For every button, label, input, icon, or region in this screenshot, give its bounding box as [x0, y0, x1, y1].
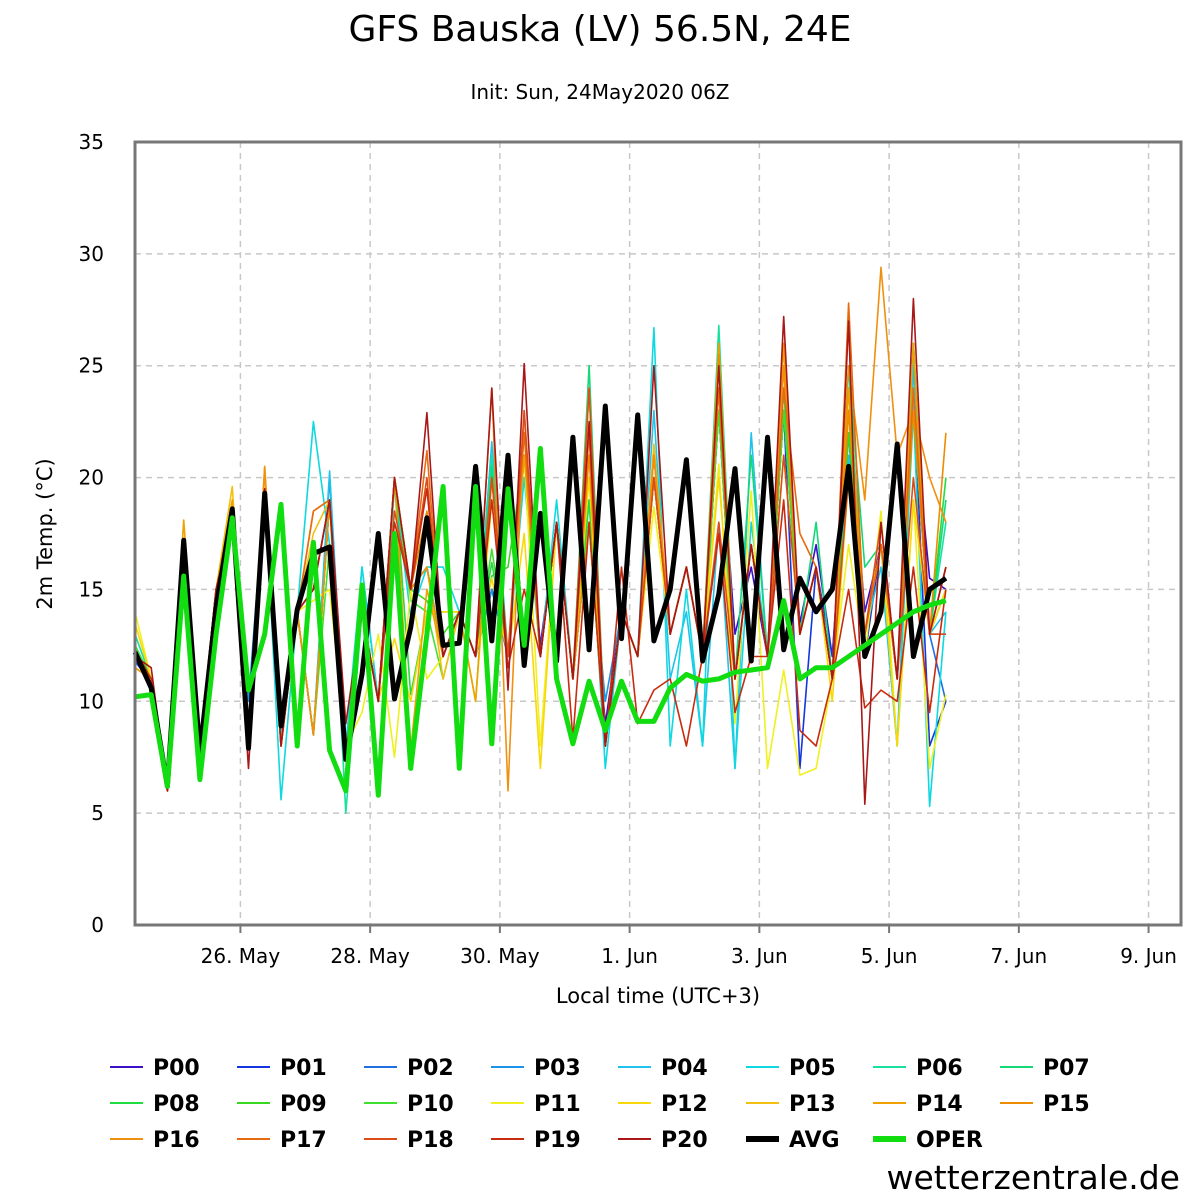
- series-line-p20: [134, 297, 947, 806]
- legend-label-p09: P09: [280, 1092, 327, 1117]
- legend-label-p17: P17: [280, 1128, 327, 1153]
- x-tick-label: 7. Jun: [990, 944, 1047, 968]
- y-tick-label: 20: [79, 466, 104, 490]
- y-tick-label: 30: [79, 242, 104, 266]
- legend-label-p00: P00: [153, 1056, 200, 1081]
- x-axis-ticks: 26. May 28. May 30. May 1. Jun 3. Jun 5. Jun 7…: [201, 925, 1177, 968]
- legend-label-p01: P01: [280, 1056, 327, 1081]
- legend-label-p05: P05: [789, 1056, 836, 1081]
- y-tick-label: 35: [79, 130, 104, 154]
- x-tick-label: 30. May: [460, 944, 540, 968]
- y-tick-label: 15: [79, 577, 104, 601]
- x-tick-label: 28. May: [330, 944, 410, 968]
- legend-label-p02: P02: [407, 1056, 454, 1081]
- series-group: [132, 266, 948, 814]
- legend-label-p19: P19: [534, 1128, 581, 1153]
- series-line-oper: [134, 446, 947, 798]
- y-axis-ticks: 0 5 10 15 20 25 30 35: [79, 130, 104, 937]
- y-axis-label: 2m Temp. (°C): [33, 458, 57, 609]
- legend-label-p15: P15: [1043, 1092, 1090, 1117]
- legend-label-avg: AVG: [789, 1128, 840, 1153]
- legend-label-p16: P16: [153, 1128, 200, 1153]
- chart-title: GFS Bauska (LV) 56.5N, 24E: [348, 9, 851, 50]
- legend: P00 P01 P02 P03 P04 P05 P06 P07 P08 P09 P10 P11 P12 P…: [110, 1056, 1090, 1153]
- chart-subtitle: Init: Sun, 24May2020 06Z: [470, 80, 729, 104]
- y-tick-label: 25: [79, 354, 104, 378]
- legend-label-p10: P10: [407, 1092, 454, 1117]
- series-line-p17: [134, 302, 947, 792]
- x-tick-label: 9. Jun: [1120, 944, 1177, 968]
- legend-label-p04: P04: [661, 1056, 708, 1081]
- legend-label-p07: P07: [1043, 1056, 1090, 1081]
- series-line-avg: [132, 403, 948, 789]
- legend-label-p12: P12: [661, 1092, 708, 1117]
- legend-label-p18: P18: [407, 1128, 454, 1153]
- legend-label-oper: OPER: [916, 1128, 983, 1153]
- legend-label-p08: P08: [153, 1092, 200, 1117]
- x-tick-label: 3. Jun: [731, 944, 788, 968]
- legend-label-p11: P11: [534, 1092, 581, 1117]
- legend-label-p14: P14: [916, 1092, 963, 1117]
- x-tick-label: 5. Jun: [861, 944, 918, 968]
- y-tick-label: 0: [91, 913, 104, 937]
- plot-frame: [133, 140, 1183, 927]
- legend-label-p06: P06: [916, 1056, 963, 1081]
- x-tick-label: 26. May: [201, 944, 281, 968]
- legend-label-p03: P03: [534, 1056, 581, 1081]
- brand-watermark: wetterzentrale.de: [886, 1158, 1180, 1197]
- y-tick-label: 10: [79, 689, 104, 713]
- legend-label-p13: P13: [789, 1092, 836, 1117]
- x-axis-label: Local time (UTC+3): [556, 984, 760, 1008]
- y-tick-label: 5: [91, 801, 104, 825]
- x-tick-label: 1. Jun: [601, 944, 658, 968]
- legend-label-p20: P20: [661, 1128, 708, 1153]
